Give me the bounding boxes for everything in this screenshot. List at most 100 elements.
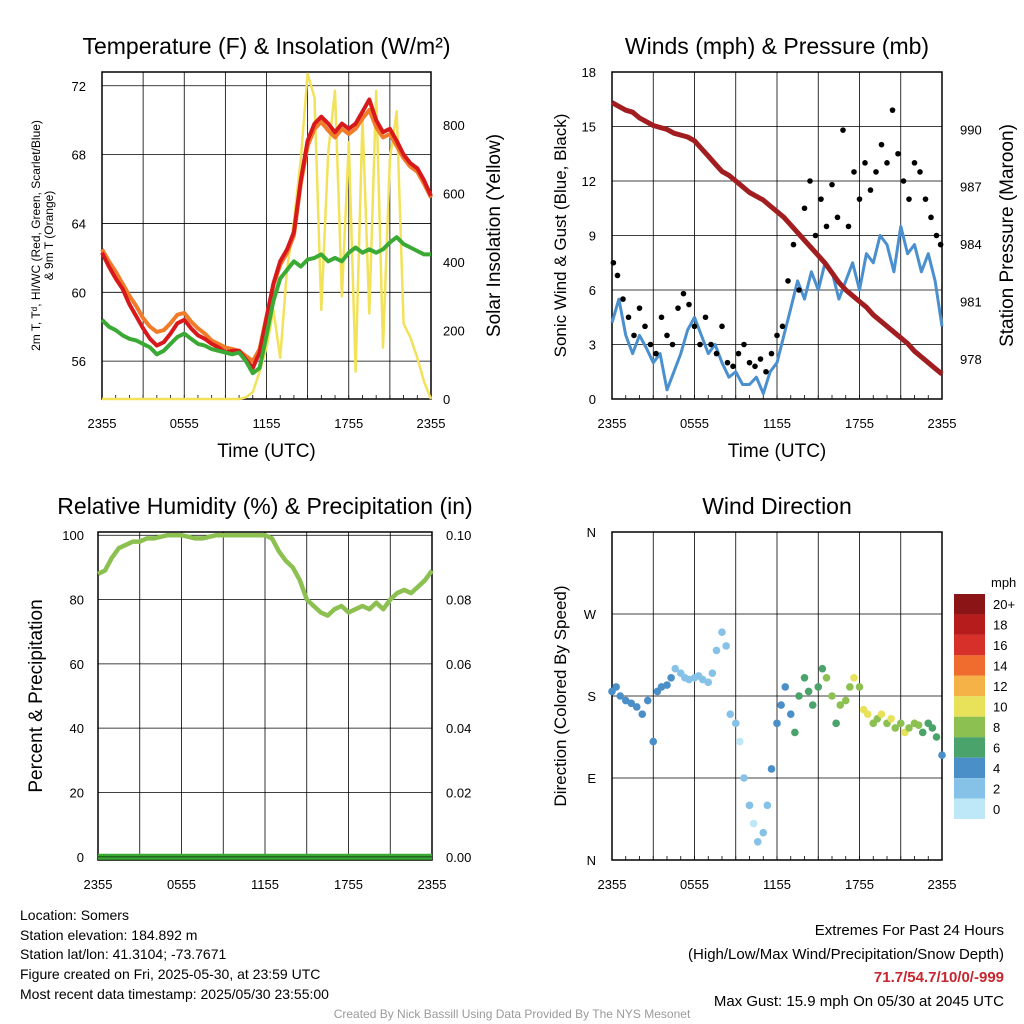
gust-point (933, 232, 940, 239)
gust-point (768, 350, 775, 357)
station-elevation: Station elevation: 184.892 m (20, 926, 198, 943)
gust-point (647, 341, 654, 348)
x-tick-label: 1155 (253, 416, 281, 431)
y-tick-label: N (587, 525, 596, 540)
direction-point (749, 819, 758, 828)
credit-line: Created By Nick Bassill Using Data Provi… (333, 1007, 691, 1021)
x-tick-label: 2355 (417, 416, 446, 431)
y-tick-label: 0 (589, 392, 596, 407)
y-tick-label: 72 (72, 79, 86, 94)
x-tick-label: 0555 (167, 877, 196, 892)
y-tick-label: 100 (62, 528, 84, 543)
gust-point (691, 323, 698, 330)
gust-point (867, 187, 874, 193)
chart-title: Winds (mph) & Pressure (mb) (625, 33, 929, 59)
gust-point (818, 196, 824, 202)
y-tick-label: 12 (582, 174, 596, 189)
y-tick-label: 6 (589, 283, 596, 298)
gust-point (757, 356, 764, 362)
direction-point (795, 692, 803, 700)
extremes-subheading: (High/Low/Max Wind/Precipitation/Snow De… (688, 945, 1004, 963)
y-tick-label: N (587, 853, 596, 868)
x-tick-label: 1155 (763, 416, 791, 431)
x-tick-label: 2355 (598, 877, 627, 892)
direction-point (616, 692, 625, 700)
x-tick-label: 2355 (928, 877, 957, 892)
meteogram-figure: Temperature (F) & Insolation (W/m²) 2355 0… (26, 33, 1018, 892)
gust-point (642, 323, 648, 330)
direction-point (804, 687, 813, 696)
direction-point (704, 678, 713, 687)
gust-point (708, 341, 714, 348)
colorbar-title: mph (991, 575, 1016, 590)
y-tick-label: 20 (70, 785, 84, 800)
gust-point (702, 314, 709, 321)
gust-point (719, 323, 725, 330)
gust-point (823, 223, 830, 230)
colorbar-label: 18 (993, 618, 1007, 633)
colorbar-label: 10 (993, 700, 1007, 715)
gust-point (812, 232, 819, 239)
y-right-tick-label: 978 (960, 352, 982, 367)
x-tick-label: 1755 (845, 416, 874, 431)
gust-point (796, 287, 802, 293)
series-line-relative-humidity (97, 532, 434, 618)
max-gust: Max Gust: 15.9 mph On 05/30 at 2045 UTC (713, 992, 1004, 1010)
gust-point (906, 196, 912, 202)
colorbar-label: 20+ (993, 597, 1015, 612)
gust-point (785, 278, 791, 284)
gust-point (807, 178, 813, 184)
colorbar-swatch (954, 716, 985, 738)
direction-point (781, 683, 790, 691)
direction-point (759, 828, 768, 837)
direction-point (740, 774, 748, 782)
gust-point (774, 332, 780, 339)
x-axis-label: Time (UTC) (217, 441, 316, 462)
chart-title: Temperature (F) & Insolation (W/m²) (82, 33, 450, 59)
direction-point (800, 673, 809, 682)
gust-point (878, 141, 885, 148)
winds-pressure-panel: Winds (mph) & Pressure (mb) 2355 0555 1155 1… (551, 33, 1018, 462)
colorbar-swatch (954, 696, 985, 717)
direction-point (928, 724, 937, 732)
x-tick-label: 1755 (334, 877, 363, 892)
direction-point (753, 837, 762, 846)
y-tick-label: 60 (72, 285, 86, 300)
chart-title: Wind Direction (702, 493, 852, 519)
extremes-heading: Extremes For Past 24 Hours (814, 922, 1004, 939)
direction-point (712, 646, 721, 655)
colorbar-swatch (954, 675, 985, 697)
y-axis-label: Percent & Precipitation (26, 599, 47, 792)
colorbar-swatch (954, 655, 985, 676)
direction-point (638, 710, 647, 719)
y-axis-label-line: & 9m T (Orange) (42, 191, 56, 281)
direction-point (612, 683, 620, 691)
direction-point (786, 710, 795, 719)
y-right-tick-label: 0.06 (446, 657, 471, 672)
y-tick-label: 68 (72, 148, 86, 163)
direction-point (846, 683, 854, 691)
colorbar-label: 4 (993, 761, 1000, 776)
y-right-tick-label: 600 (443, 187, 465, 202)
colorbar-swatch (954, 614, 985, 635)
direction-point (767, 765, 776, 773)
colorbar-label: 8 (993, 720, 1000, 735)
y-tick-label: S (587, 689, 596, 704)
y-right-tick-label: 800 (443, 118, 465, 133)
y-right-tick-label: 981 (960, 294, 982, 309)
gust-point (697, 341, 703, 348)
direction-point (855, 683, 864, 691)
gust-point (680, 290, 687, 297)
gust-point (653, 350, 659, 357)
x-axis-label: Time (UTC) (728, 441, 827, 462)
direction-point (708, 669, 717, 678)
direction-point (938, 751, 946, 760)
direction-point (791, 728, 799, 737)
direction-point (777, 701, 785, 709)
x-tick-label: 2355 (88, 416, 117, 431)
series-line-station-pressure (610, 100, 944, 377)
station-location: Location: Somers (20, 907, 129, 923)
gust-point (741, 341, 747, 348)
y-right-tick-label: 0 (443, 392, 450, 407)
series-line-2m-t (100, 97, 433, 370)
